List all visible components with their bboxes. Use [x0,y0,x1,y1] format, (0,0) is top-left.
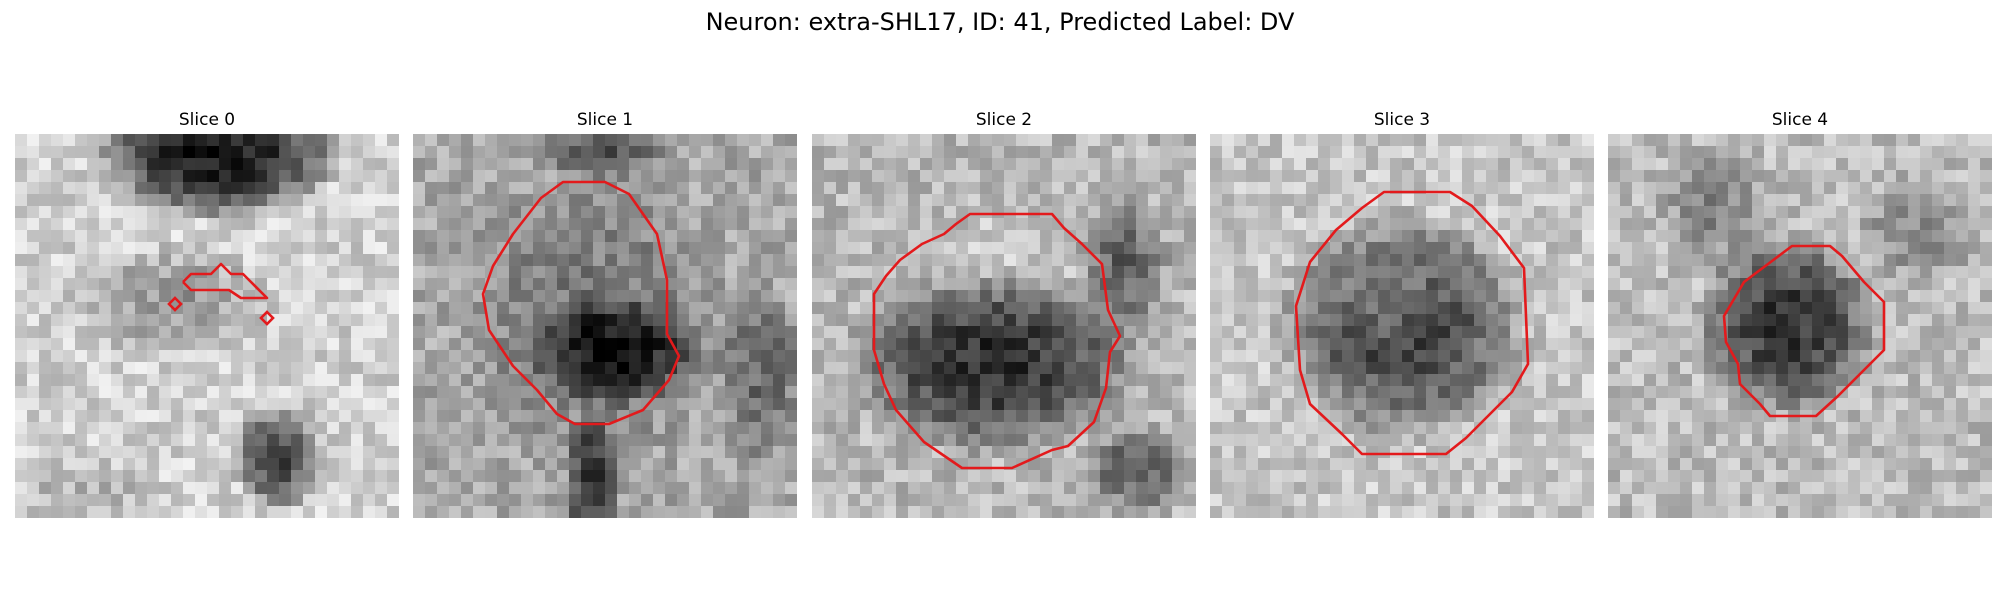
slice-title-2: Slice 2 [975,110,1033,130]
segmentation-contour-4 [1722,244,1886,418]
slice-pixels-2 [812,134,1196,518]
slice-pixels-4 [1608,134,1992,518]
slice-image-4 [1608,134,1992,518]
slice-title-1: Slice 1 [576,110,634,130]
slice-image-1 [413,134,797,518]
segmentation-contour-0b [167,296,183,312]
slice-image-2 [812,134,1196,518]
slice-title-3: Slice 3 [1373,110,1431,130]
slice-title-4: Slice 4 [1771,110,1829,130]
segmentation-contour-1 [481,180,681,426]
figure-title: Neuron: extra-SHL17, ID: 41, Predicted L… [705,8,1295,36]
slice-pixels-0 [15,134,399,518]
slice-title-0: Slice 0 [178,110,236,130]
segmentation-contour-0c [259,310,275,326]
segmentation-contour-0 [182,262,269,300]
slice-image-3 [1210,134,1594,518]
slice-pixels-1 [413,134,797,518]
slice-image-0 [15,134,399,518]
segmentation-contour-3 [1294,190,1530,456]
segmentation-contour-2 [872,212,1122,470]
